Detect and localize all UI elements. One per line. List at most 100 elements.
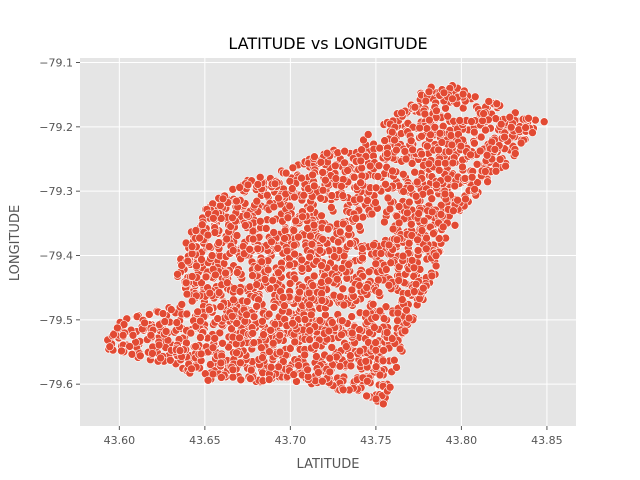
scatter-point	[318, 235, 328, 244]
scatter-point	[402, 208, 412, 218]
scatter-point	[337, 263, 347, 273]
scatter-point	[345, 351, 355, 360]
scatter-point	[305, 326, 315, 335]
scatter-point	[195, 233, 204, 243]
scatter-point	[361, 308, 371, 318]
scatter-point	[252, 301, 262, 311]
scatter-point	[371, 183, 381, 193]
scatter-point	[425, 115, 434, 125]
scatter-point	[441, 103, 450, 113]
scatter-point	[479, 109, 488, 118]
scatter-point	[467, 172, 477, 182]
scatter-point	[299, 190, 309, 200]
scatter-point	[109, 330, 118, 339]
scatter-point	[412, 177, 422, 187]
scatter-point	[386, 258, 396, 268]
scatter-point	[394, 218, 404, 228]
scatter-point	[411, 279, 421, 289]
scatter-point	[300, 315, 310, 324]
scatter-point	[358, 253, 367, 263]
scatter-point	[439, 88, 449, 98]
scatter-point	[228, 365, 238, 375]
scatter-point	[496, 119, 506, 129]
scatter-point	[216, 302, 225, 311]
scatter-point	[382, 149, 392, 158]
scatter-point	[205, 242, 214, 251]
scatter-point	[420, 109, 430, 119]
scatter-point	[289, 226, 299, 235]
scatter-point	[281, 168, 291, 178]
scatter-point	[394, 276, 404, 285]
scatter-point	[478, 116, 487, 126]
scatter-point	[337, 182, 346, 191]
scatter-point	[357, 163, 367, 173]
scatter-point	[408, 145, 417, 155]
scatter-point	[248, 271, 257, 280]
scatter-point	[227, 324, 236, 334]
scatter-point	[258, 316, 267, 326]
scatter-point	[308, 281, 318, 290]
scatter-point	[283, 213, 293, 222]
scatter-point	[207, 251, 217, 260]
scatter-point	[421, 96, 431, 106]
scatter-point	[430, 123, 440, 132]
scatter-point	[362, 283, 372, 292]
scatter-point	[187, 364, 196, 374]
scatter-point	[246, 374, 255, 383]
x-tick-label: 43.85	[531, 434, 563, 447]
scatter-point	[228, 246, 238, 255]
scatter-point	[214, 238, 224, 247]
scatter-point	[397, 295, 407, 304]
scatter-point	[449, 206, 458, 215]
scatter-point	[218, 338, 227, 348]
scatter-point	[203, 230, 213, 240]
scatter-point	[458, 162, 467, 172]
scatter-point	[327, 191, 337, 200]
scatter-point	[332, 274, 342, 284]
scatter-point	[248, 234, 258, 244]
scatter-point	[228, 311, 237, 321]
scatter-point	[466, 150, 475, 160]
scatter-point	[148, 349, 157, 358]
scatter-point	[406, 220, 416, 229]
scatter-point	[288, 318, 297, 328]
scatter-point	[213, 314, 222, 323]
scatter-point	[338, 191, 348, 200]
scatter-point	[228, 213, 237, 223]
scatter-point	[480, 167, 490, 176]
x-tick-label: 43.70	[275, 434, 307, 447]
scatter-point	[411, 192, 421, 201]
scatter-point	[387, 127, 397, 137]
scatter-point	[446, 131, 456, 140]
scatter-point	[315, 246, 325, 255]
scatter-point	[524, 114, 533, 123]
scatter-point	[269, 302, 279, 312]
scatter-point	[390, 135, 399, 145]
scatter-point	[384, 240, 394, 250]
scatter-point	[337, 316, 347, 326]
scatter-point	[344, 260, 353, 269]
scatter-point	[232, 231, 242, 240]
scatter-point	[355, 194, 365, 204]
scatter-point	[409, 263, 419, 273]
scatter-point	[448, 158, 458, 168]
scatter-point	[325, 353, 335, 363]
scatter-point	[255, 217, 265, 226]
scatter-point	[259, 330, 268, 339]
scatter-point	[440, 158, 450, 168]
scatter-point	[400, 326, 410, 336]
scatter-point	[492, 99, 502, 108]
scatter-point	[235, 333, 244, 343]
scatter-point	[290, 192, 299, 202]
scatter-point	[539, 117, 549, 126]
scatter-point	[318, 185, 328, 195]
scatter-point	[317, 296, 327, 305]
scatter-point	[490, 145, 500, 154]
scatter-point	[303, 365, 312, 375]
scatter-point	[402, 305, 411, 315]
scatter-point	[300, 350, 310, 360]
scatter-point	[516, 138, 526, 148]
scatter-point	[177, 261, 186, 270]
scatter-point	[288, 163, 298, 173]
